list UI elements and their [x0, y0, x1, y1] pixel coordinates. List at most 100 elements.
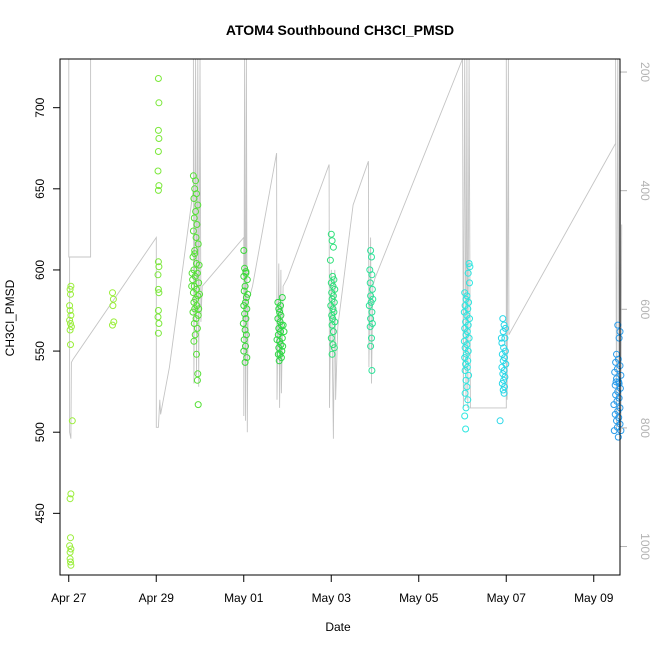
data-point [611, 368, 619, 376]
data-point [67, 290, 74, 298]
data-point [110, 318, 118, 326]
data-point [329, 272, 337, 280]
data-point [243, 276, 251, 284]
data-point [155, 99, 163, 107]
data-point [274, 350, 282, 358]
data-point [368, 285, 376, 293]
data-point [241, 358, 249, 366]
data-point [67, 558, 74, 566]
data-point [501, 334, 509, 342]
data-point [193, 324, 201, 332]
data-point [498, 339, 506, 347]
data-point [194, 201, 202, 209]
data-point [66, 542, 74, 550]
data-point [610, 401, 618, 409]
data-point [328, 321, 336, 329]
data-point [66, 307, 74, 314]
data-point [277, 302, 284, 310]
data-point [239, 320, 247, 327]
data-point [611, 381, 619, 389]
data-point [244, 290, 252, 298]
data-point [195, 279, 203, 287]
x-tick-label: Apr 29 [139, 591, 175, 605]
data-point [196, 290, 204, 298]
data-point [617, 371, 625, 379]
data-point [241, 310, 249, 318]
x-tick-label: May 07 [487, 591, 527, 605]
data-point [462, 350, 470, 358]
data-point [327, 279, 335, 287]
data-point [329, 328, 337, 336]
data-point [154, 148, 162, 155]
data-point [328, 350, 336, 358]
plot-frame [59, 58, 621, 576]
data-point [615, 334, 623, 342]
data-point [500, 376, 508, 384]
series-7 [365, 247, 377, 374]
data-point [612, 358, 620, 366]
y-tick-label: 550 [33, 341, 47, 361]
data-point [67, 323, 75, 331]
data-point [154, 285, 162, 293]
data-point [190, 337, 198, 345]
data-point [368, 334, 375, 342]
x-tick-label: May 01 [224, 591, 264, 605]
data-point [280, 328, 288, 336]
data-point [462, 376, 470, 384]
data-point [154, 75, 162, 82]
data-point [462, 404, 470, 412]
data-point [242, 342, 249, 350]
data-point [328, 237, 336, 245]
data-point [242, 269, 250, 277]
data-point [66, 302, 74, 310]
data-point [327, 230, 335, 238]
series-10 [610, 321, 625, 441]
data-point [194, 370, 202, 378]
data-point [195, 261, 203, 269]
series-2 [154, 75, 163, 337]
data-point [155, 182, 163, 190]
data-point [154, 271, 162, 279]
y-tick-label: 600 [33, 260, 47, 280]
y-axis-label: CH3Cl_PMSD [3, 279, 17, 356]
series-8 [460, 260, 474, 433]
data-point [367, 247, 375, 254]
data-point [367, 342, 375, 350]
data-point [610, 427, 618, 435]
data-point [500, 344, 508, 352]
data-point [240, 347, 248, 355]
data-point [329, 243, 337, 251]
x-tick-label: May 05 [399, 591, 439, 605]
data-point [189, 308, 197, 316]
data-point [191, 247, 199, 254]
data-point [190, 195, 198, 202]
data-point [461, 367, 469, 374]
x-axis-label: Date [325, 620, 351, 634]
data-points-layer [66, 75, 625, 569]
data-point [279, 342, 287, 350]
data-point [501, 383, 508, 391]
data-point [109, 321, 116, 329]
data-point [154, 329, 162, 337]
data-point [67, 282, 75, 290]
data-point [192, 315, 200, 323]
data-point [192, 208, 200, 215]
data-point [465, 334, 473, 342]
data-point [192, 234, 200, 241]
series-6 [326, 230, 339, 358]
right-tick-label: 800 [638, 418, 650, 438]
data-point [463, 328, 471, 336]
data-point [67, 490, 75, 498]
data-point [155, 263, 163, 271]
data-point [109, 295, 117, 303]
data-point [329, 292, 337, 300]
data-point [278, 294, 286, 301]
x-tick-label: May 09 [574, 591, 614, 605]
data-point [612, 378, 620, 386]
data-point [191, 331, 199, 339]
data-point [192, 177, 200, 185]
data-point [500, 321, 508, 329]
data-point [67, 341, 74, 349]
x-tick-label: May 03 [312, 591, 352, 605]
data-point [154, 186, 162, 194]
